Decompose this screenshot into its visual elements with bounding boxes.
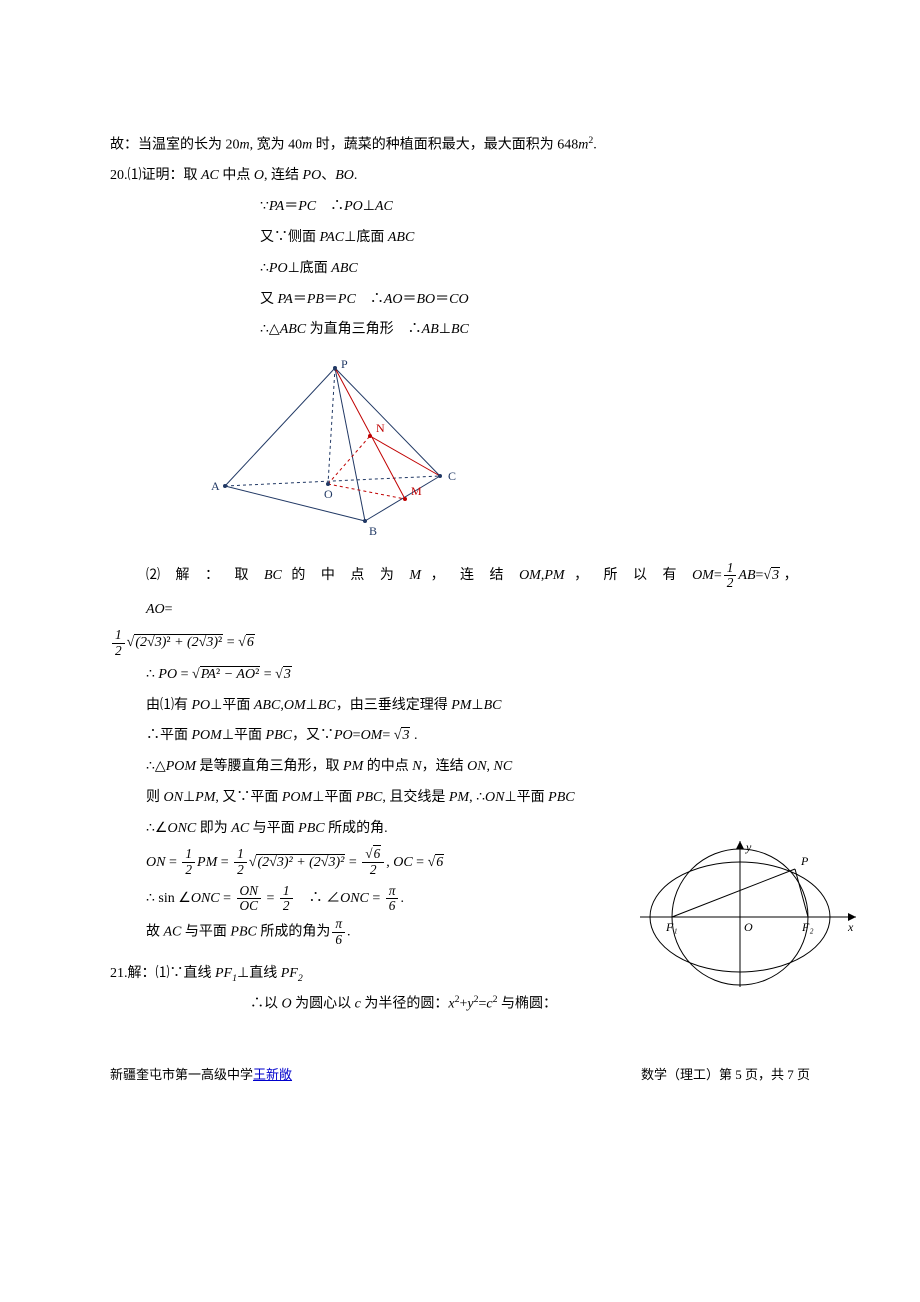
svg-text:F₂: F₂ [801,920,814,934]
q8: 则 ON⊥PM, 又平面 POM⊥平面 PBC, 且交线是 PM, ON⊥平面 … [110,783,810,814]
footer-right: 数学（理工）第 5 页，共 7 页 [641,1061,810,1090]
proof-line-4: 又 PA＝PB＝PC AO＝BO＝CO [110,285,810,316]
line-intro: 故：当温室的长为 20m, 宽为 40m 时，蔬菜的种植面积最大，最大面积为 6… [110,130,810,161]
proof-line-2: 又侧面 PAC⊥底面 ABC [110,223,810,254]
svg-text:P: P [800,854,809,868]
svg-text:y: y [745,840,752,854]
proof-line-5: △ABC 为直角三角形 AB⊥BC [110,315,810,346]
ellipse-figure: F₁ O F₂ Px y [640,837,860,1000]
formula-ao: 12√(2√3)² + (2√3)² = √6 [110,626,810,660]
proof-line-3: PO⊥底面 ABC [110,254,810,285]
svg-text:N: N [376,421,385,435]
svg-text:P: P [341,357,348,371]
svg-text:M: M [411,484,422,498]
proof-line-1: PA＝PC PO⊥AC [110,192,810,223]
q5: 由⑴有 PO⊥平面 ABC,OM⊥BC，由三垂线定理得 PM⊥BC [110,691,810,722]
q6: 平面 POM⊥平面 PBC，又PO=OM= √3 . [110,721,810,752]
page-footer: 新疆奎屯市第一高级中学王新敞 数学（理工）第 5 页，共 7 页 [110,1061,810,1090]
svg-text:O: O [744,920,753,934]
footer-left: 新疆奎屯市第一高级中学王新敞 [110,1061,292,1090]
page-content: 故：当温室的长为 20m, 宽为 40m 时，蔬菜的种植面积最大，最大面积为 6… [0,0,920,1149]
tetrahedron-figure: P A B C O M N [210,356,810,549]
svg-text:F₁: F₁ [665,920,678,934]
line-20-1: 20.⑴证明：取 AC 中点 O, 连结 PO、BO. [110,161,810,192]
svg-text:O: O [324,487,333,501]
svg-text:x: x [847,920,854,934]
q7: △POM 是等腰直角三角形，取 PM 的中点 N，连结 ON, NC [110,752,810,783]
svg-text:C: C [448,469,456,483]
ellipse-svg: F₁ O F₂ Px y [640,837,860,987]
part2-line: ⑵ 解 ： 取 BC 的 中 点 为 M ， 连 结 OM,PM ， 所 以 有… [110,559,810,626]
formula-po: PO = √PA² − AO² = √3 [110,660,810,691]
tetrahedron-svg: P A B C O M N [210,356,470,536]
svg-text:A: A [211,479,220,493]
footer-author-link[interactable]: 王新敞 [253,1067,292,1082]
svg-text:B: B [369,524,377,536]
